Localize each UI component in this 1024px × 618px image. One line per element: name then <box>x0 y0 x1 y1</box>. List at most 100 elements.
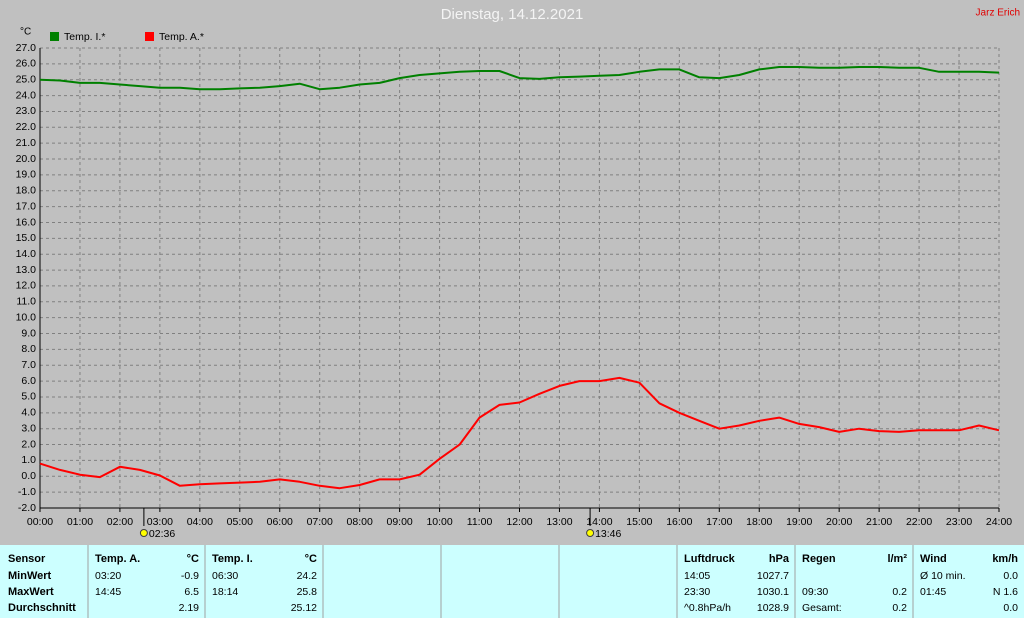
cell-value: 1028.9 <box>757 602 789 614</box>
y-tick-label: 16.0 <box>16 216 37 228</box>
y-tick-label: 26.0 <box>16 58 37 70</box>
annotation-icon <box>586 529 595 537</box>
cell-time: Ø 10 min. <box>920 570 966 582</box>
x-tick-label: 10:00 <box>426 516 452 528</box>
group-unit: hPa <box>769 553 790 565</box>
cell-value: 0.2 <box>892 602 907 614</box>
series-line <box>39 66 1000 91</box>
y-tick-label: 22.0 <box>16 121 37 133</box>
cell-time: Gesamt: <box>802 602 842 614</box>
cell-value: 1027.7 <box>757 570 789 582</box>
cell-value: 24.2 <box>297 570 318 582</box>
y-tick-label: 2.0 <box>21 438 36 450</box>
legend-label: Temp. A.* <box>159 31 204 43</box>
x-tick-label: 15:00 <box>626 516 652 528</box>
y-tick-label: 24.0 <box>16 89 37 101</box>
group-name: Temp. A. <box>95 553 140 565</box>
y-tick-label: 27.0 <box>16 42 37 54</box>
cell-value: 0.2 <box>892 586 907 598</box>
cell-value: 1030.1 <box>757 586 789 598</box>
x-tick-label: 17:00 <box>706 516 732 528</box>
group-unit: km/h <box>992 553 1018 565</box>
series-line <box>39 376 1000 490</box>
row-label: MaxWert <box>8 586 54 598</box>
y-tick-label: 6.0 <box>21 375 36 387</box>
group-name: Wind <box>920 553 947 565</box>
cell-time: 03:20 <box>95 570 121 582</box>
x-tick-label: 04:00 <box>187 516 213 528</box>
y-tick-label: 19.0 <box>16 169 37 181</box>
group-unit: l/m² <box>887 553 907 565</box>
x-tick-label: 07:00 <box>307 516 333 528</box>
cell-value: 6.5 <box>184 586 199 598</box>
cell-value: 25.12 <box>291 602 317 614</box>
y-tick-label: 7.0 <box>21 359 36 371</box>
group-name: Luftdruck <box>684 553 736 565</box>
y-tick-label: -2.0 <box>18 502 36 514</box>
cell-time: 09:30 <box>802 586 828 598</box>
x-tick-label: 13:00 <box>546 516 572 528</box>
x-tick-label: 20:00 <box>826 516 852 528</box>
group-name: Regen <box>802 553 836 565</box>
x-tick-label: 21:00 <box>866 516 892 528</box>
legend-swatch <box>50 32 59 41</box>
cell-value: 25.8 <box>297 586 318 598</box>
annotation-label: 02:36 <box>149 528 175 540</box>
x-tick-label: 00:00 <box>27 516 53 528</box>
y-tick-label: 15.0 <box>16 232 37 244</box>
stats-table-bg <box>0 545 1024 618</box>
x-tick-label: 23:00 <box>946 516 972 528</box>
chart-title: Dienstag, 14.12.2021 <box>441 6 584 23</box>
cell-time: ^0.8hPa/h <box>684 602 731 614</box>
x-tick-label: 16:00 <box>666 516 692 528</box>
row-label: Sensor <box>8 553 46 565</box>
x-tick-label: 11:00 <box>467 516 493 528</box>
y-tick-label: 0.0 <box>21 470 36 482</box>
x-tick-label: 24:00 <box>986 516 1012 528</box>
annotation-label: 13:46 <box>595 528 621 540</box>
cell-time: 18:14 <box>212 586 238 598</box>
x-tick-label: 09:00 <box>386 516 412 528</box>
y-tick-label: 20.0 <box>16 153 37 165</box>
x-tick-label: 03:00 <box>147 516 173 528</box>
x-tick-label: 08:00 <box>347 516 373 528</box>
legend-label: Temp. I.* <box>64 31 105 43</box>
annotation-icon <box>139 529 148 537</box>
cell-time: 23:30 <box>684 586 710 598</box>
cell-value: 0.0 <box>1003 602 1018 614</box>
cell-value: N 1.6 <box>993 586 1018 598</box>
y-tick-label: 18.0 <box>16 185 37 197</box>
cell-value: 0.0 <box>1003 570 1018 582</box>
x-tick-label: 14:00 <box>586 516 612 528</box>
group-unit: °C <box>305 553 317 565</box>
x-tick-label: 01:00 <box>67 516 93 528</box>
y-tick-label: -1.0 <box>18 486 36 498</box>
y-tick-label: 11.0 <box>16 296 36 308</box>
cell-value: -0.9 <box>181 570 199 582</box>
row-label: MinWert <box>8 570 52 582</box>
cell-time: 01:45 <box>920 586 946 598</box>
y-tick-label: 3.0 <box>21 422 36 434</box>
y-tick-label: 9.0 <box>21 327 36 339</box>
y-tick-label: 13.0 <box>16 264 37 276</box>
y-tick-label: 23.0 <box>16 105 37 117</box>
cell-time: 14:45 <box>95 586 121 598</box>
y-tick-label: 12.0 <box>16 280 37 292</box>
x-tick-label: 22:00 <box>906 516 932 528</box>
y-tick-label: 8.0 <box>21 343 36 355</box>
y-tick-label: 4.0 <box>21 407 36 419</box>
y-unit: °C <box>20 27 31 38</box>
x-tick-label: 12:00 <box>506 516 532 528</box>
y-tick-label: 1.0 <box>21 454 36 466</box>
y-tick-label: 10.0 <box>16 311 37 323</box>
x-tick-label: 02:00 <box>107 516 133 528</box>
cell-value: 2.19 <box>179 602 200 614</box>
x-tick-label: 06:00 <box>267 516 293 528</box>
cell-time: 06:30 <box>212 570 238 582</box>
y-tick-label: 21.0 <box>16 137 37 149</box>
author: Jarz Erich <box>976 8 1020 19</box>
x-tick-label: 05:00 <box>227 516 253 528</box>
x-tick-label: 19:00 <box>786 516 812 528</box>
